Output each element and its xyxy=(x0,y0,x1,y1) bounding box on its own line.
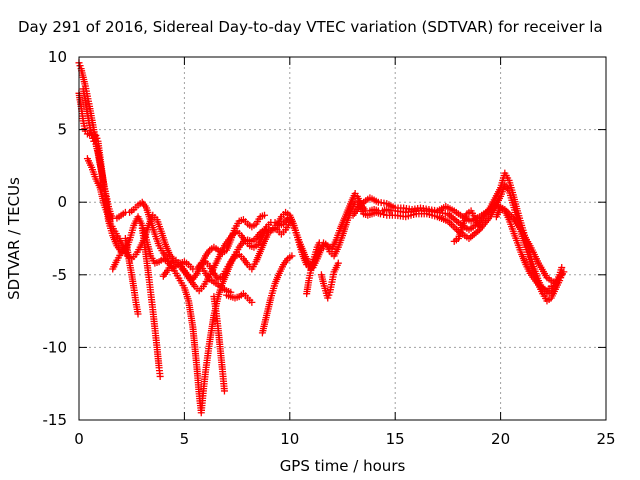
data-point xyxy=(315,239,323,247)
series-3 xyxy=(79,85,294,283)
x-tick-label: 20 xyxy=(491,430,510,448)
y-tick-label: 5 xyxy=(57,121,67,139)
series-4 xyxy=(159,211,269,283)
data-point xyxy=(476,223,484,231)
y-tick-label: 0 xyxy=(57,193,67,211)
data-point xyxy=(447,220,455,228)
data-point xyxy=(288,252,296,260)
x-tick-label: 0 xyxy=(74,430,84,448)
x-axis-label: GPS time / hours xyxy=(280,457,406,475)
series-13 xyxy=(317,259,342,302)
series-6 xyxy=(210,293,228,395)
data-point xyxy=(376,210,384,218)
data-point xyxy=(220,387,228,395)
axis-ticks: 0 5 10 15 20 25 -15 -10 -5 0 5 10 xyxy=(43,48,616,448)
data-point xyxy=(121,243,129,251)
chart-title: Day 291 of 2016, Sidereal Day-to-day VTE… xyxy=(18,18,603,36)
data-point xyxy=(449,222,457,230)
data-point xyxy=(451,224,459,232)
data-point xyxy=(286,219,294,227)
data-point xyxy=(560,268,568,276)
series-15 xyxy=(450,207,484,245)
x-tick-label: 5 xyxy=(180,430,190,448)
series-16 xyxy=(492,204,555,295)
x-tick-label: 15 xyxy=(386,430,405,448)
y-tick-label: 10 xyxy=(48,48,67,66)
series-10 xyxy=(223,290,256,306)
series-7 xyxy=(138,224,164,380)
series-5 xyxy=(197,262,235,296)
series-11 xyxy=(258,252,296,337)
series-17 xyxy=(83,155,113,221)
y-tick-label: -10 xyxy=(43,338,68,356)
data-point xyxy=(334,259,342,267)
data-point xyxy=(105,213,113,221)
data-point xyxy=(248,298,256,306)
series-12 xyxy=(303,239,323,298)
data-point xyxy=(380,211,388,219)
y-tick-label: -15 xyxy=(43,411,68,429)
y-tick-label: -5 xyxy=(52,266,67,284)
data-point xyxy=(156,372,164,380)
data-point xyxy=(558,264,566,272)
series-14 xyxy=(349,194,568,288)
plot-frame xyxy=(78,56,607,421)
data-point xyxy=(134,310,142,318)
grid-lines xyxy=(79,57,606,420)
x-tick-label: 10 xyxy=(280,430,299,448)
y-axis-label: SDTVAR / TECUs xyxy=(5,177,23,300)
series-9 xyxy=(109,243,129,273)
data-point xyxy=(547,282,555,290)
data-point xyxy=(261,211,269,219)
data-points xyxy=(75,59,568,417)
x-tick-label: 25 xyxy=(596,430,615,448)
